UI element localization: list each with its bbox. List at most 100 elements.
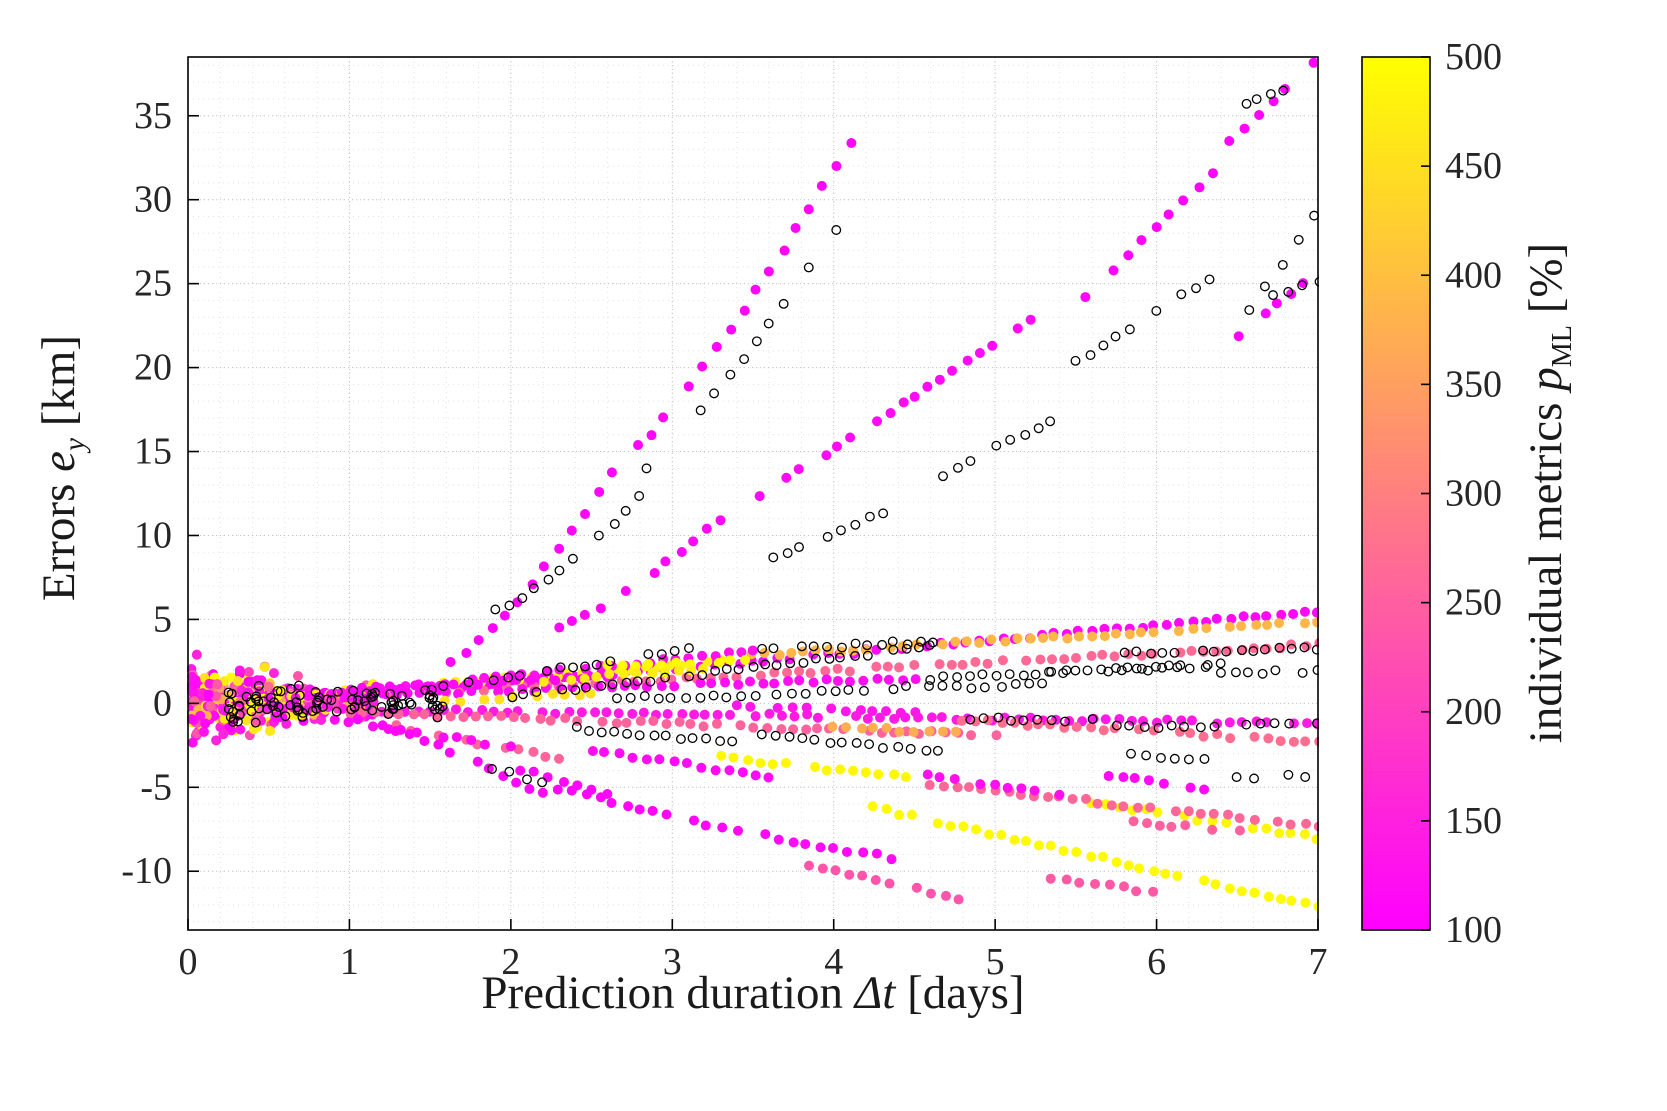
axis-ticks xyxy=(187,114,1319,930)
scatter-point xyxy=(909,659,920,670)
scatter-point xyxy=(1262,619,1273,630)
scatter-point-open xyxy=(1265,89,1276,99)
colorbar-tick-label: 350 xyxy=(1445,363,1502,405)
scatter-point-open xyxy=(487,764,497,774)
scatter-point-open xyxy=(514,670,525,681)
scatter-point xyxy=(511,777,522,788)
scatter-point xyxy=(1029,785,1040,796)
scatter-point-open xyxy=(965,714,976,725)
scatter-point-open xyxy=(1248,646,1259,657)
scatter-point-open xyxy=(503,672,514,683)
scatter-point xyxy=(817,863,828,874)
scatter-point-open xyxy=(504,600,515,611)
scatter-point xyxy=(591,671,602,682)
scatter-point xyxy=(572,780,583,791)
scatter-point xyxy=(758,678,769,689)
scatter-point xyxy=(936,712,947,723)
scatter-point xyxy=(1090,878,1101,889)
scatter-point xyxy=(1143,775,1154,786)
scatter-point xyxy=(724,655,735,666)
scatter-point-open xyxy=(1269,718,1280,729)
scatter-point-open xyxy=(921,745,932,756)
scatter-point xyxy=(1061,874,1072,885)
scatter-point xyxy=(585,688,596,699)
scatter-point xyxy=(725,709,736,720)
scatter-point xyxy=(552,784,563,795)
scatter-point-open xyxy=(1244,305,1255,315)
scatter-point xyxy=(1033,840,1044,851)
scatter-point-open xyxy=(809,734,820,745)
scatter-point-open xyxy=(1300,772,1311,782)
scatter-point-open xyxy=(596,680,607,691)
scatter-point xyxy=(472,756,483,767)
scatter-point-open xyxy=(877,743,888,753)
scatter-point xyxy=(706,678,717,689)
scatter-point xyxy=(1186,645,1197,656)
y-tick-label: 35 xyxy=(134,95,172,137)
scatter-point-open xyxy=(376,701,387,712)
scatter-point-open xyxy=(756,729,767,740)
colorbar-tick-label: 500 xyxy=(1445,36,1502,78)
scatter-point xyxy=(776,710,787,721)
scatter-point xyxy=(524,783,535,794)
scatter-point xyxy=(458,712,469,723)
scatter-point xyxy=(1012,633,1023,644)
scatter-point xyxy=(748,722,759,733)
scatter-point xyxy=(950,726,961,737)
scatter-point-open xyxy=(1136,663,1147,674)
scatter-point-open xyxy=(1122,662,1133,673)
scatter-point xyxy=(627,708,638,719)
scatter-point xyxy=(938,781,949,792)
scatter-point-open xyxy=(1070,355,1081,366)
scatter-point xyxy=(739,305,750,316)
scatter-point-open xyxy=(822,531,833,542)
scatter-point xyxy=(1236,886,1247,897)
scatter-point xyxy=(1224,883,1235,894)
open-points-layer xyxy=(223,85,1319,788)
scatter-point xyxy=(1201,623,1212,634)
scatter-point xyxy=(656,681,667,692)
scatter-point-open xyxy=(1209,721,1220,732)
scatter-point-open xyxy=(830,686,841,697)
scatter-point xyxy=(1086,722,1097,733)
scatter-point xyxy=(393,709,404,720)
scatter-point xyxy=(1142,818,1153,829)
scatter-point-open xyxy=(609,519,620,529)
scatter-point-open xyxy=(307,706,318,717)
scatter-point-open xyxy=(1199,754,1210,764)
scatter-point-open xyxy=(1098,340,1109,351)
scatter-point-open xyxy=(800,688,811,699)
scatter-point xyxy=(643,659,654,670)
scatter-point-open xyxy=(1255,718,1266,729)
scatter-point-open xyxy=(312,697,322,708)
scatter-point-open xyxy=(1257,668,1268,679)
scatter-point-open xyxy=(366,692,376,703)
scatter-point xyxy=(780,757,791,768)
scatter-point xyxy=(1279,83,1290,94)
scatter-point-open xyxy=(634,730,645,741)
scatter-point xyxy=(638,707,649,718)
scatter-point-open xyxy=(1215,667,1226,678)
scatter-point-open xyxy=(326,695,337,706)
scatter-point xyxy=(1208,168,1219,179)
scatter-point xyxy=(1285,819,1296,830)
scatter-point xyxy=(1301,641,1312,652)
scatter-point xyxy=(697,361,708,372)
scatter-point xyxy=(1311,834,1319,845)
scatter-point xyxy=(898,675,909,686)
scatter-point xyxy=(698,721,709,732)
scatter-point xyxy=(715,515,726,526)
scatter-point xyxy=(733,679,744,690)
scatter-point xyxy=(1118,801,1129,812)
scatter-point-open xyxy=(570,685,581,696)
scatter-point-open xyxy=(1058,668,1069,679)
scatter-point xyxy=(576,707,587,718)
scatter-point xyxy=(940,890,951,901)
scatter-point xyxy=(750,284,761,295)
scatter-point xyxy=(1108,265,1119,276)
scatter-point xyxy=(731,700,742,711)
scatter-point-open xyxy=(269,697,279,708)
scatter-point-open xyxy=(834,652,845,663)
scatter-point xyxy=(473,635,484,646)
scatter-point xyxy=(498,771,509,782)
